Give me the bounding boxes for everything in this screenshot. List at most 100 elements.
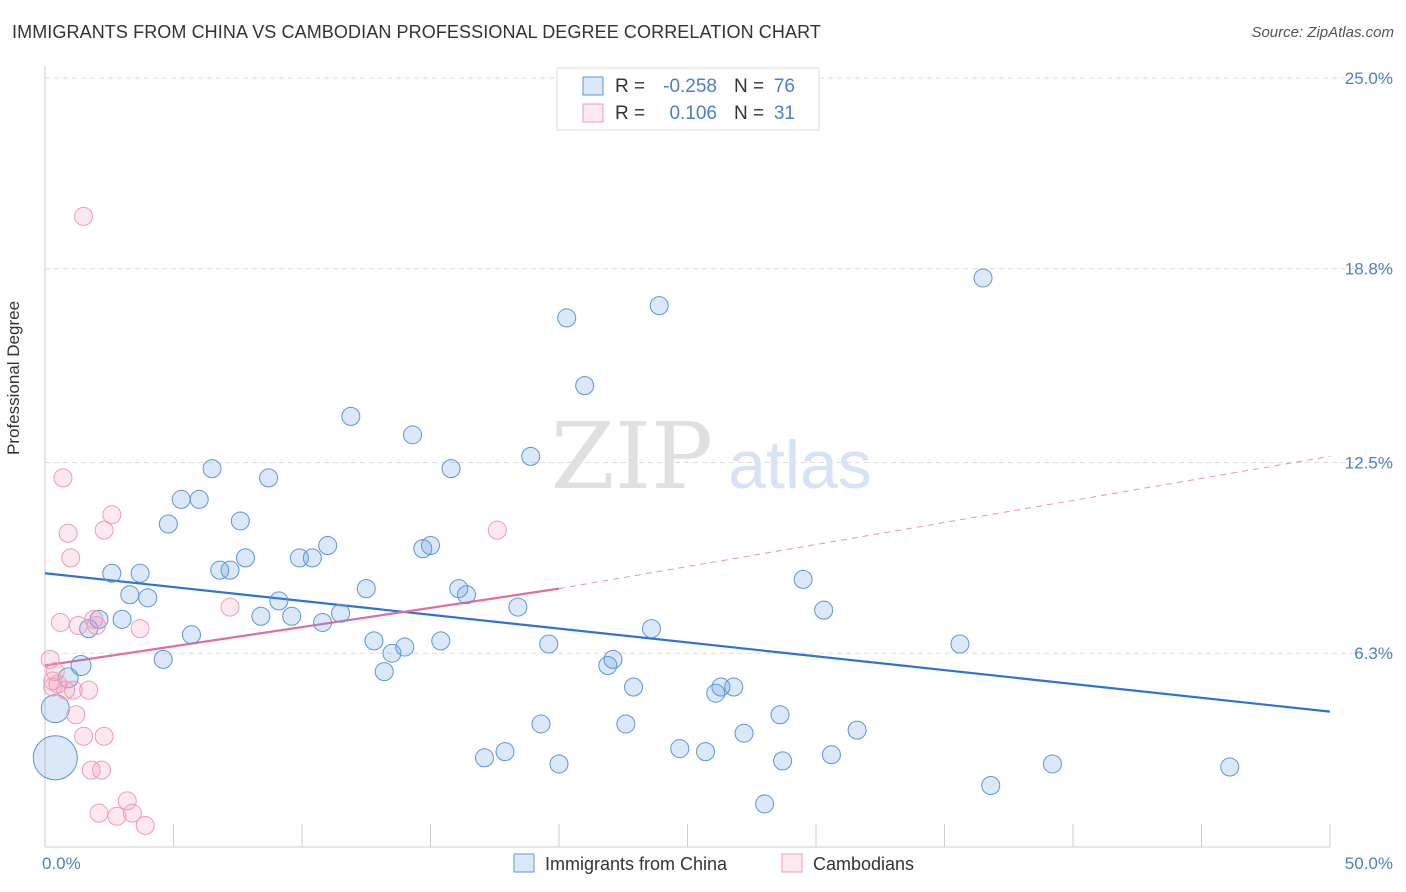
china-point: [32, 735, 78, 781]
china-point: [138, 588, 158, 608]
china-point: [120, 585, 140, 605]
cambodian-point: [61, 548, 81, 568]
legend-swatch: [582, 76, 604, 96]
china-trend-line: [44, 572, 1331, 713]
china-point: [313, 612, 333, 632]
y-tick-labels: 6.3% 12.5% 18.8% 25.0%: [1345, 69, 1393, 663]
series-swatch: [781, 853, 803, 873]
trend-lines: [44, 455, 1331, 713]
x-tick-labels: 0.0% 50.0%: [42, 854, 1393, 873]
data-points: [32, 206, 1240, 835]
cambodian-point: [130, 619, 150, 639]
n-label: N =: [734, 103, 764, 124]
cambodian-trend-extension: [558, 455, 1331, 590]
cambodian-point: [94, 726, 114, 746]
n-value: 31: [774, 103, 795, 124]
china-point: [770, 705, 790, 725]
cambodian-point: [66, 705, 86, 725]
cambodian-point: [135, 815, 155, 835]
china-point: [549, 754, 569, 774]
watermark: ZIP atlas: [551, 403, 872, 510]
cambodian-point: [94, 520, 114, 540]
cambodian-point: [40, 649, 60, 669]
china-point: [259, 468, 279, 488]
china-point: [449, 579, 469, 599]
china-point: [575, 376, 595, 396]
china-point: [755, 794, 775, 814]
cambodian-point: [50, 612, 70, 632]
china-point: [374, 662, 394, 682]
china-point: [616, 714, 636, 734]
cambodian-point: [43, 677, 63, 697]
cambodian-point: [86, 616, 106, 636]
china-point: [557, 308, 577, 328]
china-point: [382, 643, 402, 663]
china-point: [973, 268, 993, 288]
china-point: [431, 631, 451, 651]
china-point: [331, 603, 351, 623]
china-point: [847, 720, 867, 740]
china-point: [670, 739, 690, 759]
china-point: [724, 677, 744, 697]
china-point: [603, 649, 623, 669]
cambodian-point: [74, 726, 94, 746]
china-point: [202, 459, 222, 479]
china-point: [189, 489, 209, 509]
china-point: [70, 655, 92, 677]
watermark-atlas: atlas: [728, 427, 872, 503]
y-tick-label: 18.8%: [1345, 260, 1393, 279]
china-point: [413, 539, 433, 559]
cambodian-point: [122, 803, 142, 823]
cambodian-point: [117, 791, 137, 811]
china-point: [793, 569, 813, 589]
china-point: [130, 563, 150, 583]
china-point: [1042, 754, 1062, 774]
cambodian-point: [43, 671, 63, 691]
y-tick-label: 6.3%: [1354, 644, 1393, 663]
cambodian-point: [45, 662, 65, 682]
china-point: [210, 560, 230, 580]
china-point: [950, 634, 970, 654]
china-point: [441, 459, 461, 479]
china-point: [821, 745, 841, 765]
china-point: [598, 656, 618, 676]
china-point: [531, 714, 551, 734]
china-point: [57, 667, 79, 689]
china-point: [981, 775, 1001, 795]
cambodian-point: [92, 760, 112, 780]
china-point: [642, 619, 662, 639]
cambodian-point: [107, 806, 127, 826]
china-point: [230, 511, 250, 531]
n-value: 76: [774, 76, 795, 97]
china-point: [1220, 757, 1240, 777]
series-name: Cambodians: [813, 854, 914, 874]
china-point: [158, 514, 178, 534]
cambodian-point: [56, 680, 76, 700]
china-point: [235, 548, 255, 568]
watermark-zip: ZIP: [551, 403, 713, 510]
x-tick-label-min: 0.0%: [42, 854, 81, 873]
china-point: [474, 748, 494, 768]
cambodian-point: [79, 680, 99, 700]
china-point: [220, 560, 240, 580]
cambodian-point: [81, 760, 101, 780]
china-point: [341, 406, 361, 426]
r-label: R =: [615, 76, 645, 97]
china-point: [495, 742, 515, 762]
china-point: [508, 597, 528, 617]
cambodian-point: [220, 597, 240, 617]
stats-legend-box: [556, 67, 820, 131]
china-point: [302, 548, 322, 568]
china-point: [102, 563, 122, 583]
china-point: [112, 609, 132, 629]
legend-swatch: [582, 103, 604, 123]
cambodian-point: [89, 803, 109, 823]
china-point: [814, 600, 834, 620]
cambodian-point: [102, 505, 122, 525]
china-point: [734, 723, 754, 743]
cambodian-point: [74, 206, 94, 226]
cambodian-point: [58, 523, 78, 543]
china-point: [539, 634, 559, 654]
cambodian-point: [53, 468, 73, 488]
